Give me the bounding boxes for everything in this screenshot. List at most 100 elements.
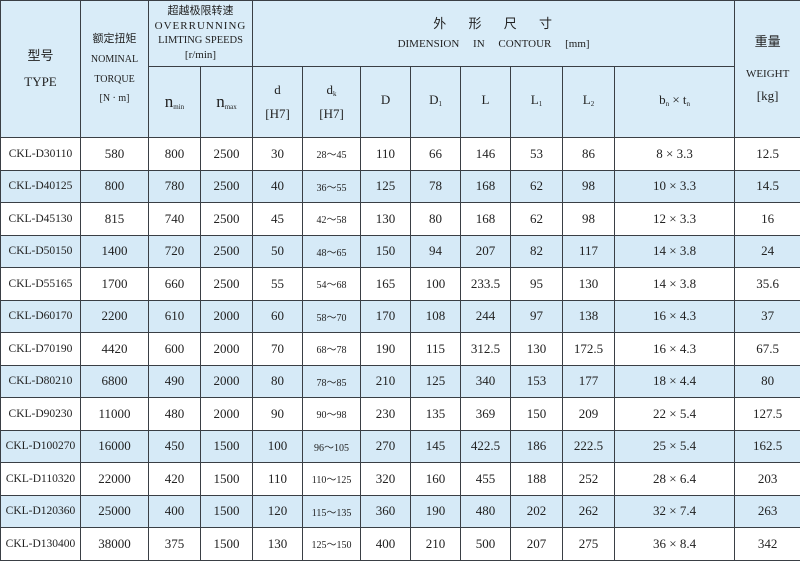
cell-bt: 10 × 3.3 bbox=[615, 170, 735, 203]
cell-bt: 32 × 7.4 bbox=[615, 495, 735, 528]
L1-sub: 1 bbox=[539, 100, 543, 108]
cell-L2: 98 bbox=[563, 170, 615, 203]
cell-D: 125 bbox=[361, 170, 411, 203]
cell-dk: 125～150 bbox=[303, 528, 361, 561]
cell-weight: 37 bbox=[735, 300, 800, 333]
cell-D: 190 bbox=[361, 333, 411, 366]
cell-nmax: 2500 bbox=[201, 268, 253, 301]
cell-L: 244 bbox=[461, 300, 511, 333]
cell-d: 100 bbox=[253, 430, 303, 463]
cell-type: CKL-D30110 bbox=[1, 138, 81, 171]
cell-L1: 186 bbox=[511, 430, 563, 463]
cell-L1: 202 bbox=[511, 495, 563, 528]
cell-d: 90 bbox=[253, 398, 303, 431]
L1-base: L bbox=[531, 92, 539, 107]
cell-D: 130 bbox=[361, 203, 411, 236]
cell-nmax: 1500 bbox=[201, 495, 253, 528]
cell-d: 70 bbox=[253, 333, 303, 366]
header-bt: bn × tn bbox=[615, 67, 735, 138]
cell-torque: 2200 bbox=[81, 300, 149, 333]
cell-weight: 67.5 bbox=[735, 333, 800, 366]
d-unit: [H7] bbox=[253, 105, 302, 123]
torque-unit: [N · m] bbox=[81, 92, 148, 106]
cell-L1: 207 bbox=[511, 528, 563, 561]
cell-torque: 815 bbox=[81, 203, 149, 236]
speed-en2: LIMTING SPEEDS bbox=[149, 34, 252, 48]
speed-cn: 超越极限转速 bbox=[149, 4, 252, 19]
cell-D1: 210 bbox=[411, 528, 461, 561]
header-dimension: 外 形 尺 寸 DIMENSION IN CONTOUR [mm] bbox=[253, 1, 735, 67]
cell-d: 130 bbox=[253, 528, 303, 561]
weight-cn: 重量 bbox=[735, 33, 800, 51]
cell-nmin: 480 bbox=[149, 398, 201, 431]
cell-torque: 22000 bbox=[81, 463, 149, 496]
cell-nmax: 1500 bbox=[201, 528, 253, 561]
cell-D1: 125 bbox=[411, 365, 461, 398]
nmax-sub: max bbox=[225, 103, 237, 111]
cell-nmax: 2000 bbox=[201, 333, 253, 366]
cell-D1: 80 bbox=[411, 203, 461, 236]
cell-L2: 172.5 bbox=[563, 333, 615, 366]
cell-torque: 38000 bbox=[81, 528, 149, 561]
header-d: d[H7] bbox=[253, 67, 303, 138]
cell-bt: 36 × 8.4 bbox=[615, 528, 735, 561]
cell-bt: 16 × 4.3 bbox=[615, 300, 735, 333]
cell-D1: 160 bbox=[411, 463, 461, 496]
header-D: D bbox=[361, 67, 411, 138]
cell-nmin: 450 bbox=[149, 430, 201, 463]
cell-bt: 28 × 6.4 bbox=[615, 463, 735, 496]
cell-L1: 82 bbox=[511, 235, 563, 268]
cell-L1: 150 bbox=[511, 398, 563, 431]
cell-D: 170 bbox=[361, 300, 411, 333]
cell-L1: 97 bbox=[511, 300, 563, 333]
cell-D1: 145 bbox=[411, 430, 461, 463]
dk-sub: k bbox=[333, 90, 337, 98]
cell-L: 146 bbox=[461, 138, 511, 171]
cell-bt: 14 × 3.8 bbox=[615, 268, 735, 301]
header-dk: dk[H7] bbox=[303, 67, 361, 138]
cell-torque: 11000 bbox=[81, 398, 149, 431]
cell-nmax: 1500 bbox=[201, 430, 253, 463]
cell-type: CKL-D130400 bbox=[1, 528, 81, 561]
cell-type: CKL-D90230 bbox=[1, 398, 81, 431]
cell-d: 80 bbox=[253, 365, 303, 398]
cell-D: 320 bbox=[361, 463, 411, 496]
cell-D: 110 bbox=[361, 138, 411, 171]
cell-dk: 110～125 bbox=[303, 463, 361, 496]
cell-L2: 275 bbox=[563, 528, 615, 561]
torque-en2: TORQUE bbox=[81, 73, 148, 87]
cell-L: 422.5 bbox=[461, 430, 511, 463]
cell-nmax: 1500 bbox=[201, 463, 253, 496]
cell-weight: 342 bbox=[735, 528, 800, 561]
cell-torque: 580 bbox=[81, 138, 149, 171]
cell-D: 270 bbox=[361, 430, 411, 463]
cell-L: 168 bbox=[461, 170, 511, 203]
cell-weight: 263 bbox=[735, 495, 800, 528]
cell-weight: 203 bbox=[735, 463, 800, 496]
cell-type: CKL-D110320 bbox=[1, 463, 81, 496]
cell-type: CKL-D50150 bbox=[1, 235, 81, 268]
cell-torque: 6800 bbox=[81, 365, 149, 398]
nmax-base: n bbox=[216, 92, 225, 111]
cell-nmax: 2500 bbox=[201, 203, 253, 236]
cell-bt: 25 × 5.4 bbox=[615, 430, 735, 463]
header-L2: L2 bbox=[563, 67, 615, 138]
type-en: TYPE bbox=[1, 73, 80, 91]
cell-L: 369 bbox=[461, 398, 511, 431]
D1-sub: 1 bbox=[438, 100, 442, 108]
cell-D1: 135 bbox=[411, 398, 461, 431]
cell-weight: 162.5 bbox=[735, 430, 800, 463]
cell-nmax: 2000 bbox=[201, 300, 253, 333]
L2-base: L bbox=[583, 92, 591, 107]
cell-d: 45 bbox=[253, 203, 303, 236]
cell-dk: 115～135 bbox=[303, 495, 361, 528]
cell-torque: 1400 bbox=[81, 235, 149, 268]
cell-dk: 48～65 bbox=[303, 235, 361, 268]
